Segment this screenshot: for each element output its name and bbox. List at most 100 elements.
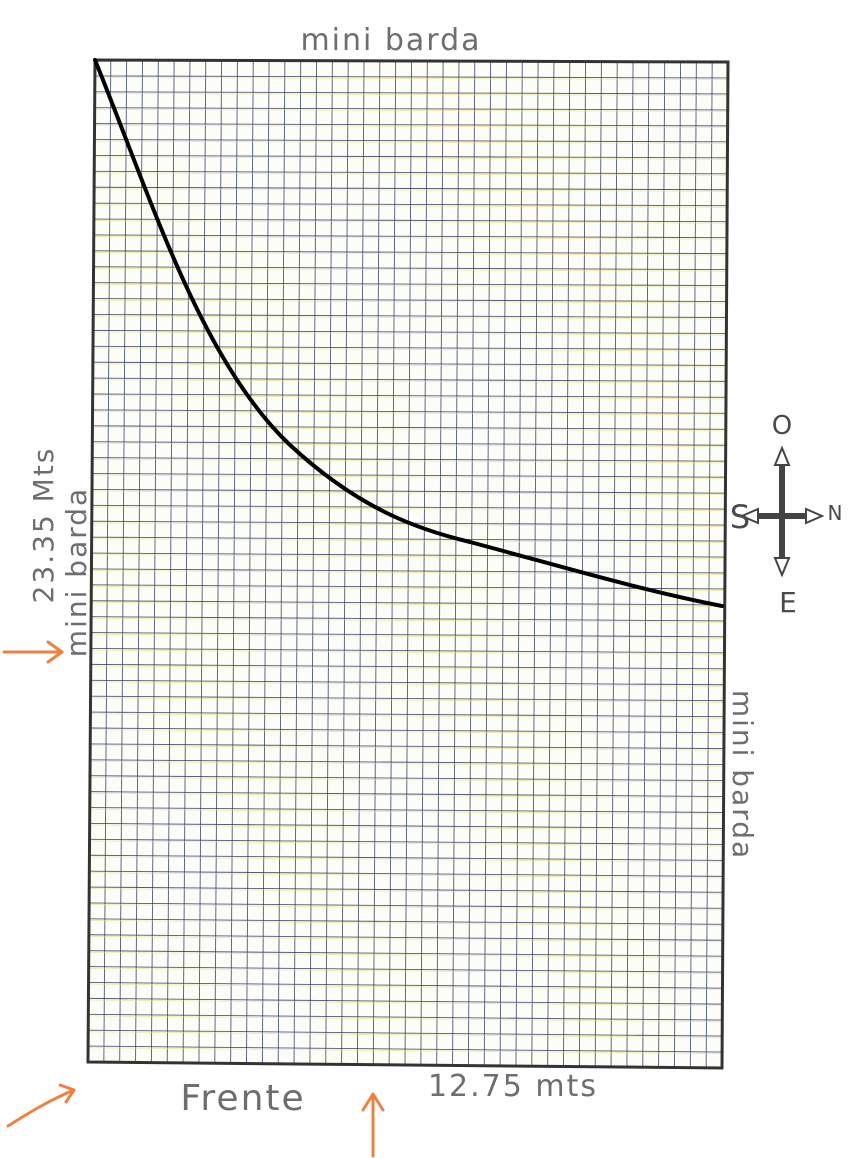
arrow-right-icon: [805, 507, 825, 525]
arrow-left-icon: [739, 507, 759, 525]
grid-line-horizontal: [91, 488, 726, 494]
front-dimension-label: 12.75 mts: [428, 1069, 598, 1104]
grid-line-vertical: [594, 61, 602, 1067]
grid-line-yellow: [92, 379, 727, 384]
grid-line-yellow: [92, 395, 727, 400]
grid-line-vertical: [357, 60, 365, 1065]
grid-line-yellow: [92, 442, 726, 448]
grid-line-yellow: [90, 697, 725, 703]
grid-line-horizontal: [93, 282, 727, 287]
grid-line-vertical: [166, 60, 175, 1063]
grid-line-yellow: [89, 824, 724, 831]
grid-line-horizontal: [89, 822, 724, 829]
arrow-front-icon: [361, 1092, 385, 1158]
grid-line-horizontal: [94, 75, 728, 79]
grid-line-yellow: [91, 506, 726, 512]
grid-line-vertical: [689, 61, 697, 1068]
grid-line-horizontal: [94, 107, 728, 111]
grid-line-yellow: [91, 586, 725, 591]
grid-line-horizontal: [94, 123, 728, 127]
grid-line-yellow: [89, 776, 724, 783]
grid-line-vertical: [563, 61, 571, 1067]
grid-line-yellow: [88, 920, 723, 927]
grid-line-yellow: [90, 633, 725, 639]
grid-line-vertical: [531, 61, 539, 1067]
grid-line-horizontal: [93, 298, 727, 302]
grid-line-yellow: [89, 792, 724, 799]
boundary-curve: [93, 58, 724, 608]
grid-line-yellow: [93, 299, 727, 304]
grid-line-horizontal: [94, 170, 728, 175]
grid-line-horizontal: [94, 154, 728, 159]
grid-line-yellow: [90, 649, 725, 655]
grid-line-horizontal: [88, 918, 723, 925]
grid-line-horizontal: [89, 838, 724, 845]
compass-south: S: [730, 498, 750, 536]
grid-line-horizontal: [91, 584, 725, 590]
grid-line-yellow: [94, 93, 728, 96]
grid-line-horizontal: [92, 393, 727, 398]
grid-line-horizontal: [89, 886, 724, 893]
grid-line-horizontal: [91, 552, 726, 558]
grid-line-yellow: [90, 665, 725, 671]
grid-line-vertical: [467, 61, 476, 1066]
grid-line-vertical: [515, 61, 523, 1067]
grid-line-horizontal: [92, 425, 726, 430]
grid-line-horizontal: [88, 1029, 723, 1037]
grid-line-vertical: [261, 60, 270, 1064]
grid-line-horizontal: [90, 695, 725, 702]
grid-line-horizontal: [92, 345, 727, 350]
grid-line-horizontal: [91, 568, 725, 574]
grid-line-vertical: [372, 60, 381, 1065]
grid-line-vertical: [150, 60, 159, 1063]
grid-line-vertical: [182, 60, 191, 1063]
grid-line-horizontal: [92, 377, 727, 382]
grid-line-horizontal: [92, 441, 726, 446]
grid-line-vertical: [610, 61, 618, 1067]
grid-line-vertical: [483, 61, 492, 1066]
grid-line-yellow: [89, 808, 724, 815]
grid-line-horizontal: [94, 139, 728, 143]
grid-line-vertical: [420, 61, 428, 1066]
grid-line-vertical: [135, 60, 143, 1063]
arrow-left-side-icon: [2, 640, 64, 664]
front-label: Frente: [180, 1078, 305, 1119]
left-wall-label: mini barda: [60, 487, 93, 657]
grid-line-horizontal: [91, 536, 726, 542]
grid-line-vertical: [642, 61, 650, 1068]
grid-line-vertical: [293, 60, 302, 1064]
grid-line-horizontal: [89, 902, 723, 909]
grid-line-yellow: [94, 140, 728, 144]
grid-line-vertical: [578, 61, 587, 1067]
grid-line-horizontal: [90, 743, 724, 750]
grid-line-yellow: [89, 904, 723, 911]
grid-line-vertical: [325, 60, 333, 1065]
grid-line-yellow: [92, 347, 727, 352]
grid-line-horizontal: [88, 934, 723, 941]
grid-line-yellow: [90, 761, 724, 767]
grid-line-vertical: [499, 61, 507, 1066]
grid-line-yellow: [93, 236, 727, 240]
grid-line-horizontal: [94, 91, 728, 95]
grid-line-yellow: [92, 363, 727, 368]
grid-line-yellow: [88, 951, 723, 959]
grid-line-horizontal: [93, 329, 727, 334]
grid-line-yellow: [91, 538, 726, 544]
grid-line-horizontal: [89, 854, 724, 861]
grid-line-vertical: [277, 60, 286, 1064]
grid-line-horizontal: [90, 759, 724, 766]
grid-line-yellow: [88, 999, 723, 1007]
grid-line-vertical: [103, 60, 112, 1063]
plot-border: [86, 58, 730, 1070]
grid-line-yellow: [94, 188, 728, 192]
grid-line-yellow: [94, 124, 728, 128]
grid-line-horizontal: [93, 202, 728, 207]
grid-line-horizontal: [93, 250, 727, 255]
grid-line-horizontal: [90, 679, 725, 686]
grid-line-horizontal: [91, 616, 725, 622]
grid-line-vertical: [119, 60, 128, 1063]
top-wall-label: mini barda: [300, 23, 481, 58]
grid-line-yellow: [93, 252, 727, 256]
grid-line-horizontal: [89, 791, 724, 797]
grid-line-horizontal: [88, 1045, 723, 1053]
